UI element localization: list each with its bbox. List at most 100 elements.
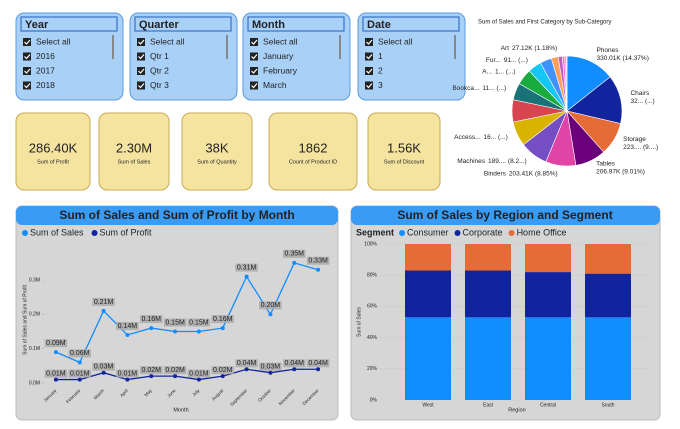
slicer-item[interactable]: Qtr 2 (150, 65, 169, 75)
bar-segment (525, 317, 571, 400)
slicer-checkbox[interactable] (250, 81, 258, 90)
x-tick-label: East (483, 402, 494, 408)
y-tick-label: 0% (370, 397, 378, 403)
slicer-checkbox[interactable] (250, 38, 258, 46)
slicer-check (251, 83, 258, 89)
slicer-item[interactable]: 2018 (36, 80, 55, 90)
card (367, 112, 441, 191)
slicer-check (366, 83, 373, 89)
slicer-title: Month (252, 19, 285, 31)
point (292, 367, 297, 372)
data-label-bg (68, 369, 91, 378)
data-label-bg (116, 369, 139, 378)
slicer-check (138, 83, 145, 89)
slicer-checkbox[interactable] (250, 67, 258, 75)
slicer-item[interactable]: January (263, 51, 294, 61)
slicer-checkbox[interactable] (137, 81, 145, 90)
pie-label-name: Binders (484, 170, 507, 177)
pie-label-name: Bookca... (452, 85, 479, 92)
legend-marker (454, 230, 461, 236)
slicer (242, 12, 351, 101)
data-label: 0.04M (285, 360, 305, 367)
slicer-checkbox[interactable] (23, 38, 31, 46)
x-tick-label: July (191, 387, 201, 397)
point (244, 274, 249, 279)
y-axis-title: Sum of Sales (356, 307, 362, 337)
slicer-item[interactable]: Select all (378, 36, 413, 46)
data-label-bg (283, 359, 306, 368)
slicer-checkbox[interactable] (365, 81, 373, 90)
slicer-header (362, 16, 460, 32)
slicer-header (20, 16, 118, 32)
slicer-item[interactable]: Select all (150, 36, 185, 46)
pie-label-name: Fur... (486, 57, 501, 64)
slicer-checkbox[interactable] (23, 81, 31, 90)
data-label-bg (259, 362, 282, 371)
data-label: 0.33M (308, 258, 328, 265)
pie-slice (566, 55, 611, 112)
data-label: 0.03M (261, 364, 281, 371)
slicer-checkbox[interactable] (365, 38, 373, 46)
bar-segment (405, 317, 451, 400)
pie-label-value: 27.12K (1.18%) (512, 45, 557, 52)
point (220, 374, 225, 379)
data-label-bg (235, 359, 258, 368)
pie-label-value: 32... (...) (630, 98, 654, 105)
data-label-bg (140, 315, 163, 324)
slicer-item[interactable]: 2 (378, 65, 383, 75)
slicer-checkbox[interactable] (365, 52, 373, 61)
card (98, 112, 170, 191)
data-label: 0.01M (189, 370, 209, 377)
slicer-item[interactable]: 2016 (36, 51, 55, 61)
data-label-bg (44, 369, 68, 378)
card-value: 2.30M (116, 140, 152, 155)
pie-label-value: 330.01K (14.37%) (596, 55, 648, 62)
data-label-bg (187, 318, 211, 327)
point (196, 329, 201, 334)
y-tick-label: 0.3M (29, 277, 40, 283)
slicer-checkbox[interactable] (137, 38, 145, 46)
slicer-item[interactable]: Select all (36, 36, 71, 46)
slicer-checkbox[interactable] (365, 67, 373, 75)
slicer (129, 12, 238, 101)
bar-segment (405, 244, 451, 271)
slicer-item[interactable]: 2017 (36, 65, 55, 75)
pie-label-value: 206.97K (9.01%) (596, 169, 645, 176)
legend-label: Corporate (463, 227, 503, 237)
slicer-checkbox[interactable] (23, 67, 31, 75)
slicer-item[interactable]: 3 (378, 80, 383, 90)
slicer-checkbox[interactable] (137, 52, 145, 61)
point (101, 308, 106, 313)
slicer-checkbox[interactable] (250, 52, 258, 61)
y-tick-label: 60% (367, 304, 378, 310)
slicer-item[interactable]: Qtr 3 (150, 80, 169, 90)
x-tick-label: June (166, 388, 177, 399)
slicer-checkbox[interactable] (137, 67, 145, 75)
pie-label-name: A... (482, 69, 492, 76)
slicer-title: Quarter (139, 19, 179, 31)
bar-segment (465, 244, 511, 271)
legend-label: Sum of Sales (30, 227, 84, 237)
slicer-item[interactable]: March (263, 80, 287, 90)
data-label-bg (92, 297, 115, 306)
data-label: 0.15M (189, 319, 209, 326)
data-label-bg (116, 321, 139, 330)
slicer-item[interactable]: Qtr 1 (150, 51, 169, 61)
point (173, 374, 178, 379)
data-label: 0.15M (165, 319, 185, 326)
data-label-bg (211, 366, 234, 375)
pie-label-name: Art (501, 45, 510, 52)
data-label: 0.35M (285, 251, 305, 258)
point (149, 326, 154, 331)
slicer-checkbox[interactable] (23, 52, 31, 61)
slicer-item[interactable]: Select all (263, 36, 298, 46)
slicer-item[interactable]: February (263, 65, 298, 75)
point (53, 350, 58, 355)
pie-label-value: 203.41K (8.85%) (509, 170, 558, 177)
card-value: 286.40K (29, 140, 78, 155)
chart-title: Sum of Sales by Region and Segment (397, 208, 612, 222)
series-line (55, 368, 319, 381)
slicer-item[interactable]: 1 (378, 51, 383, 61)
data-label: 0.20M (261, 302, 281, 309)
